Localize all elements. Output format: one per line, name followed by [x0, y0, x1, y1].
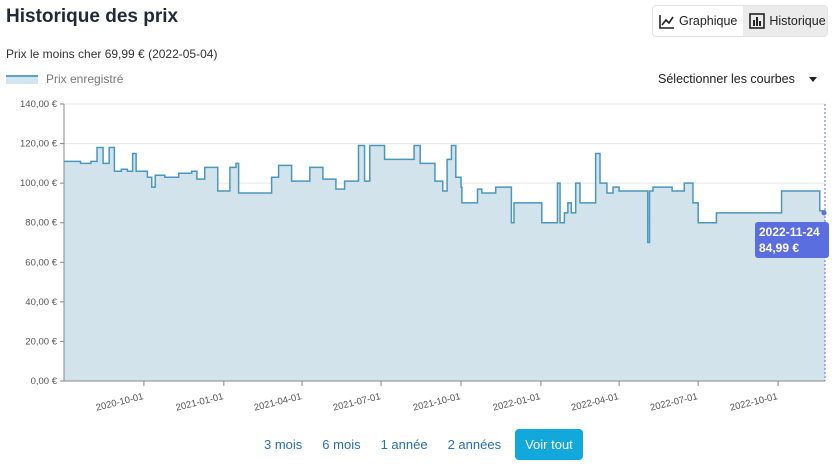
y-tick-label: 0,00 €	[31, 376, 58, 387]
range-2-years-button[interactable]: 2 années	[447, 437, 502, 452]
range-3-months-button[interactable]: 3 mois	[264, 437, 303, 452]
legend-swatch	[6, 74, 38, 84]
range-all-button[interactable]: Voir tout	[515, 429, 583, 460]
x-tick-label: 2022-10-01	[729, 391, 779, 413]
x-tick-label: 2022-07-01	[649, 391, 699, 413]
x-tick-label: 2022-04-01	[570, 391, 620, 413]
y-tick-label: 40,00 €	[25, 297, 57, 308]
history-view-button[interactable]: Historique	[743, 6, 827, 36]
tooltip-price: 84,99 €	[759, 241, 800, 255]
range-selector: 3 mois 6 mois 1 année 2 années Voir tout	[258, 429, 583, 460]
x-tick-label: 2020-10-01	[95, 391, 145, 413]
legend-label: Prix enregistré	[46, 72, 124, 86]
x-tick-label: 2021-01-01	[175, 391, 225, 413]
view-toggle: Graphique Historique	[652, 5, 828, 37]
y-tick-label: 60,00 €	[25, 257, 57, 268]
y-tick-label: 120,00 €	[20, 139, 58, 150]
graph-view-button[interactable]: Graphique	[653, 6, 744, 36]
y-tick-label: 100,00 €	[20, 178, 58, 189]
hover-point	[821, 210, 827, 216]
x-tick-label: 2021-07-01	[332, 391, 382, 413]
bar-chart-icon	[749, 13, 766, 29]
x-tick-label: 2022-01-01	[492, 391, 542, 413]
series-area	[64, 145, 825, 381]
curve-select-label: Sélectionner les courbes	[658, 72, 795, 86]
line-chart-icon	[659, 15, 674, 29]
tooltip-date: 2022-11-24	[759, 225, 820, 239]
price-history-chart[interactable]: 0,00 € 20,00 € 40,00 € 60,00 € 80,00 € 100,00…	[0, 96, 836, 431]
x-tick-label: 2021-04-01	[253, 391, 303, 413]
y-tick-label: 20,00 €	[25, 336, 57, 347]
graph-view-label: Graphique	[679, 14, 738, 28]
y-tick-label: 140,00 €	[20, 99, 58, 110]
y-tick-label: 80,00 €	[25, 218, 57, 229]
curve-select-dropdown[interactable]: Sélectionner les courbes	[658, 72, 817, 86]
chevron-down-icon	[808, 76, 817, 82]
history-view-label: Historique	[769, 14, 826, 28]
x-tick-label: 2021-10-01	[412, 391, 462, 413]
page-title: Historique des prix	[6, 6, 179, 27]
cheapest-price-text: Prix le moins cher 69,99 € (2022-05-04)	[6, 47, 218, 61]
range-6-months-button[interactable]: 6 mois	[322, 437, 361, 452]
series-line	[64, 144, 826, 244]
price-tooltip: 2022-11-24 84,99 €	[755, 222, 829, 258]
chart-legend[interactable]: Prix enregistré	[6, 72, 123, 86]
range-1-year-button[interactable]: 1 année	[380, 437, 428, 452]
